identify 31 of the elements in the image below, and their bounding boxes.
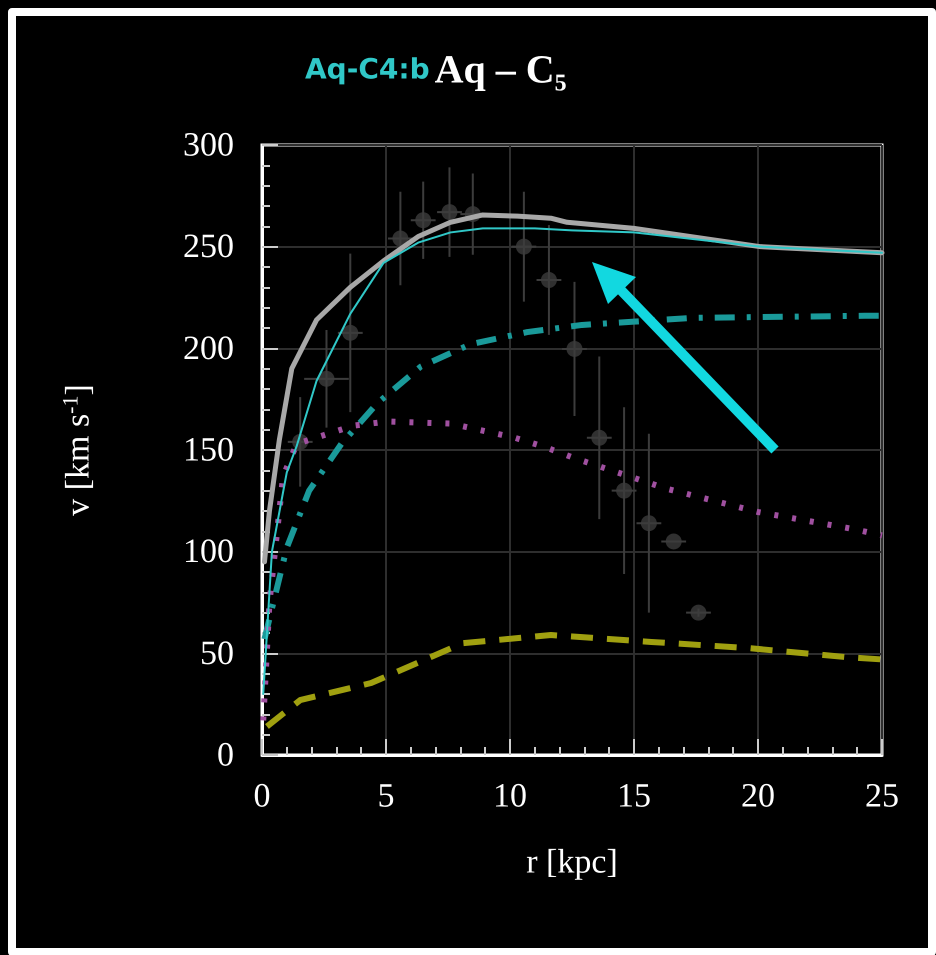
point xyxy=(566,340,582,357)
y-tick-label: 200 xyxy=(183,330,234,367)
x-tick-label: 0 xyxy=(254,778,270,814)
x-tick-label: 5 xyxy=(378,778,394,814)
line-series xyxy=(262,227,883,695)
y-tick-label: 150 xyxy=(183,432,234,468)
point xyxy=(540,272,557,288)
x-axis-title: r [kpc] xyxy=(526,844,618,880)
x-tick-label: 10 xyxy=(493,778,527,814)
point xyxy=(591,430,608,446)
point xyxy=(640,515,657,532)
x-tick-label: 25 xyxy=(865,778,899,814)
text: Aq-C4:b xyxy=(305,52,430,86)
chart-title: Aq – C₅ xyxy=(434,46,567,92)
point xyxy=(690,604,706,621)
x-tick-label: 20 xyxy=(741,778,775,814)
point xyxy=(666,534,682,550)
x-tick-label: 15 xyxy=(617,778,651,814)
point xyxy=(442,204,458,220)
point xyxy=(318,370,334,387)
point xyxy=(616,482,632,499)
point xyxy=(516,238,532,255)
point xyxy=(342,324,358,341)
y-tick-label: 250 xyxy=(183,228,234,266)
y-tick-label: 50 xyxy=(200,634,234,672)
y-axis-title: v [km s-1] xyxy=(58,384,96,516)
y-tick-label: 300 xyxy=(183,126,234,164)
y-tick-label: 0 xyxy=(217,736,234,774)
point xyxy=(415,212,432,228)
y-tick-label: 100 xyxy=(183,533,234,570)
point xyxy=(392,230,408,247)
